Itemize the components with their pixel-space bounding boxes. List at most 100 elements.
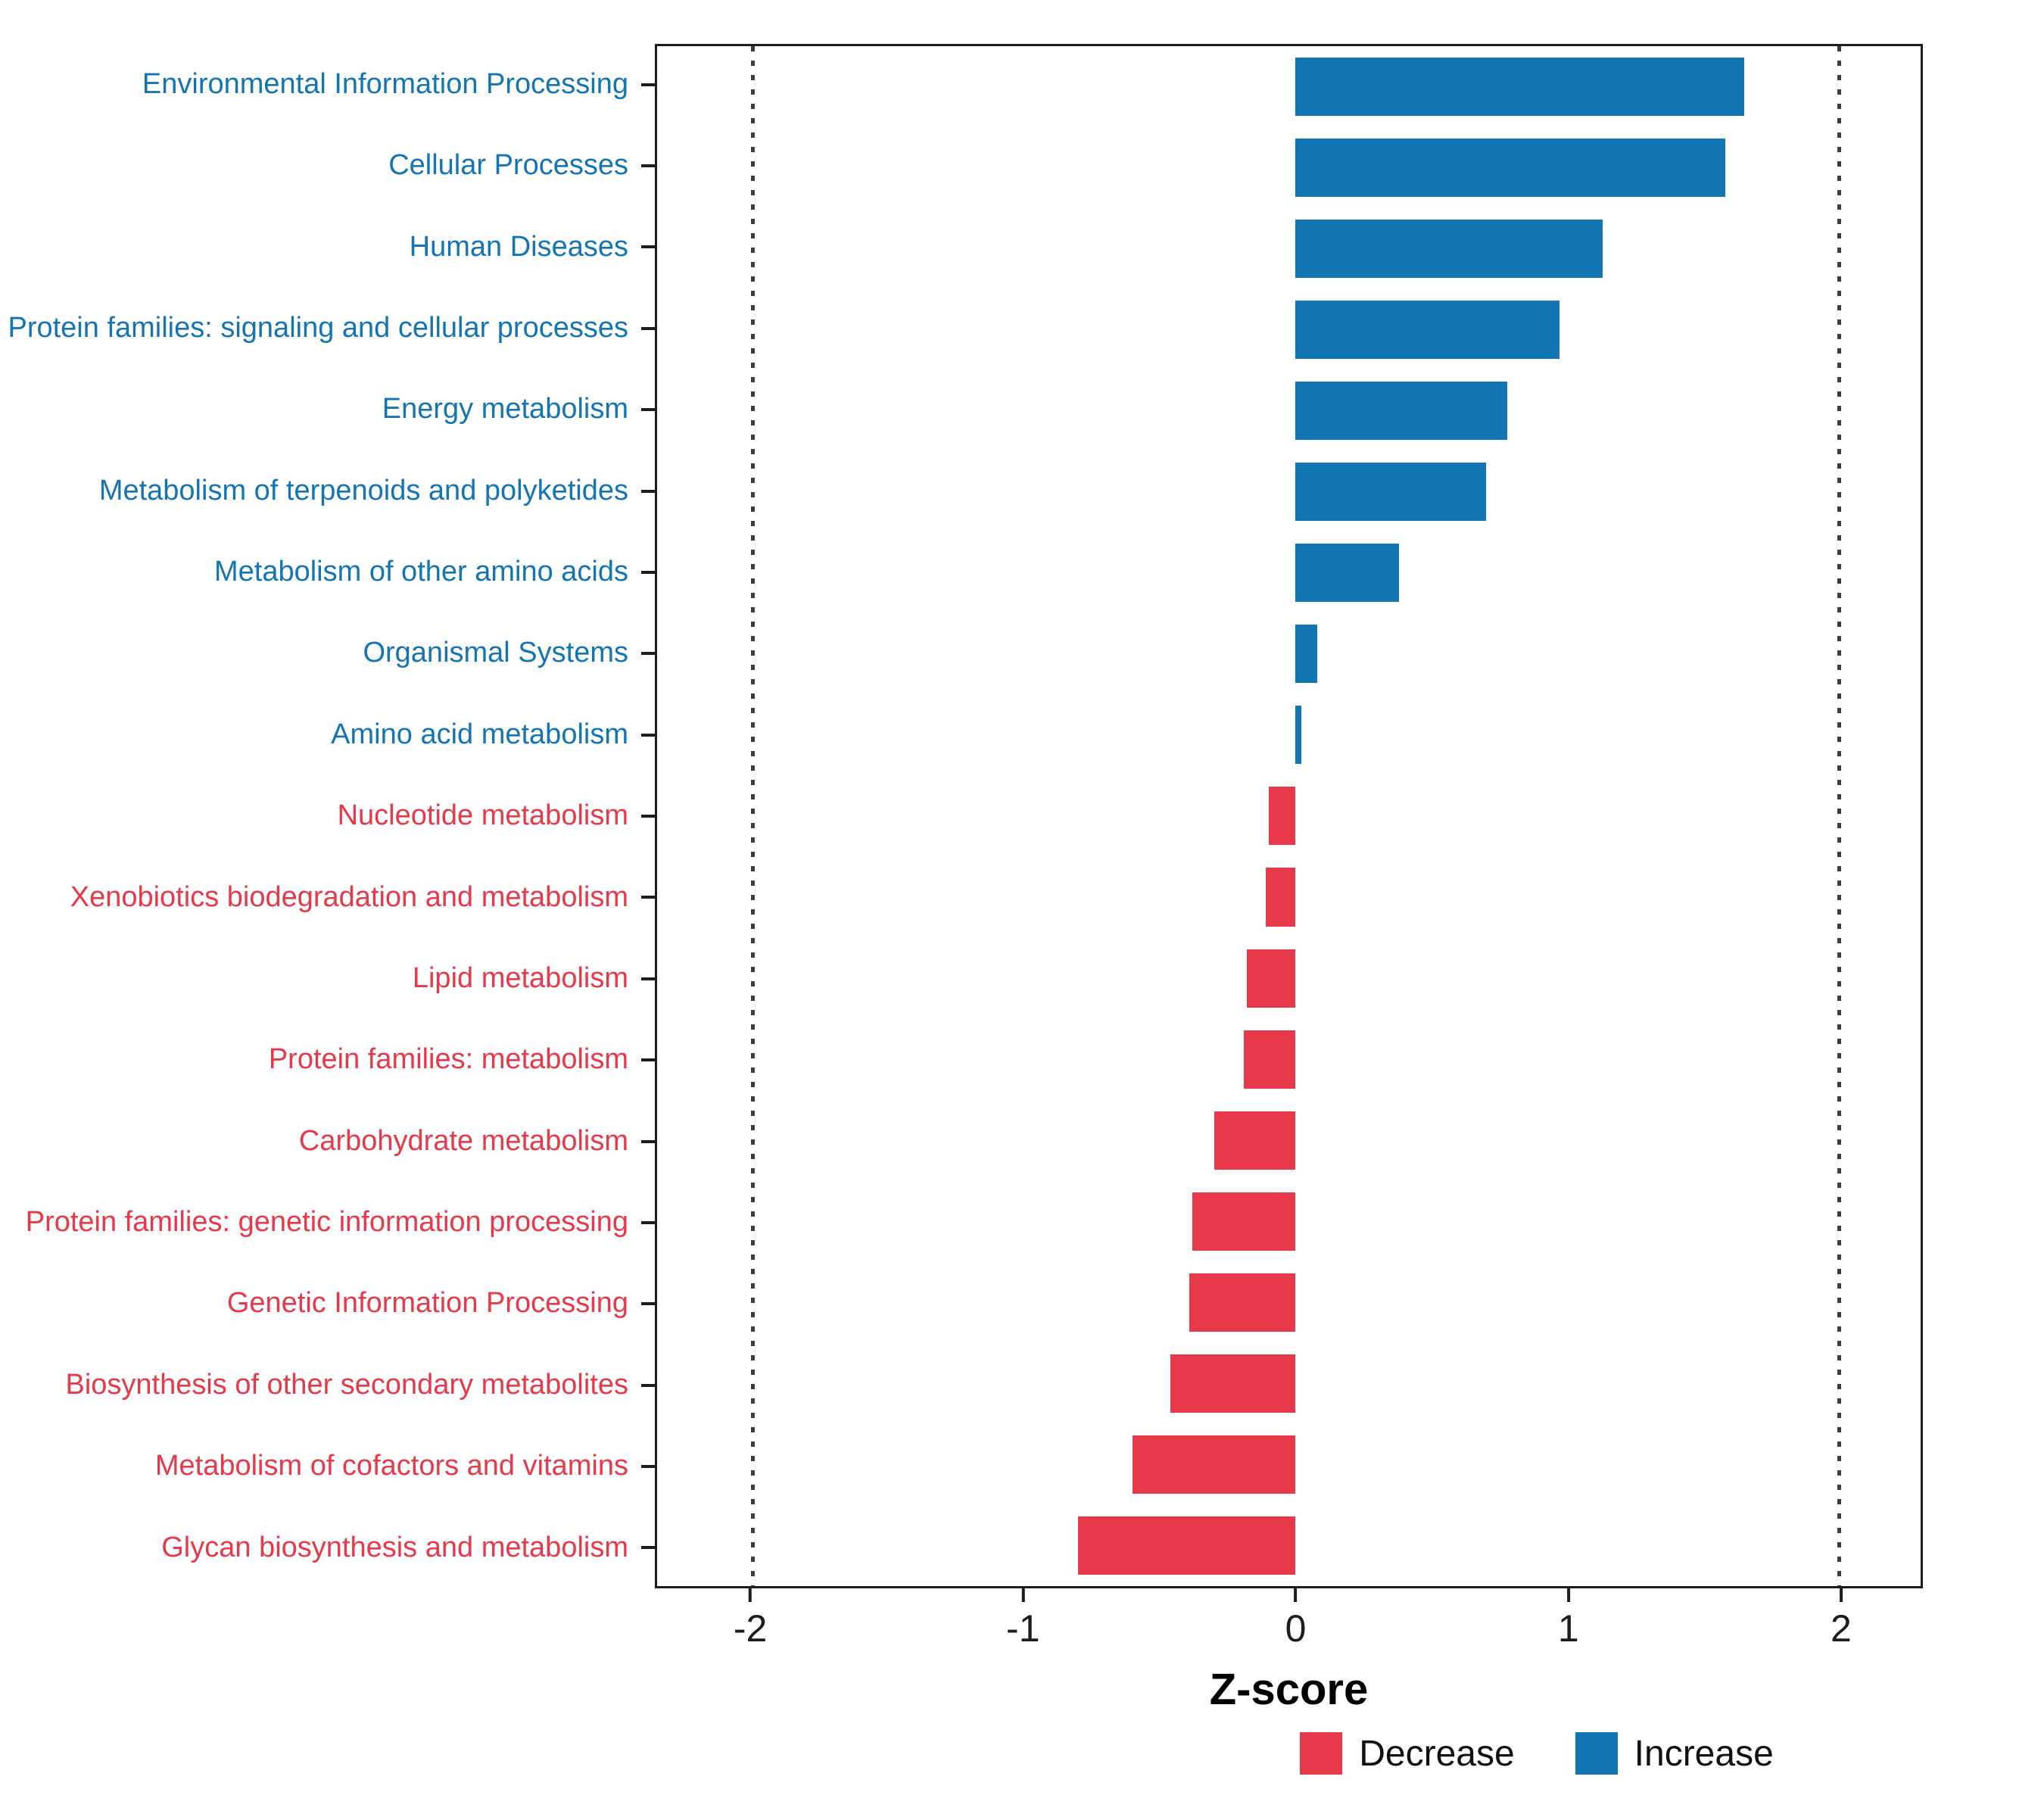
category-label: Lipid metabolism bbox=[0, 938, 640, 1019]
category-label-text: Genetic Information Processing bbox=[226, 1287, 628, 1320]
x-tick-label: 0 bbox=[1285, 1607, 1307, 1650]
bar-row bbox=[657, 1100, 1921, 1181]
y-tick bbox=[641, 1264, 655, 1345]
category-label: Metabolism of terpenoids and polyketides bbox=[0, 450, 640, 531]
category-label-text: Environmental Information Processing bbox=[142, 67, 628, 100]
bar bbox=[1295, 544, 1399, 603]
y-tick bbox=[641, 857, 655, 938]
bar bbox=[1192, 1192, 1296, 1251]
category-label-text: Biosynthesis of other secondary metaboli… bbox=[65, 1368, 628, 1401]
y-tick bbox=[641, 1507, 655, 1588]
bar bbox=[1295, 301, 1559, 360]
bar-row bbox=[657, 1181, 1921, 1262]
bar-row bbox=[657, 1262, 1921, 1343]
category-label-text: Human Diseases bbox=[409, 230, 628, 263]
bar-row bbox=[657, 613, 1921, 694]
y-tick-mark bbox=[641, 733, 655, 737]
dotted-gridline bbox=[750, 46, 755, 1586]
y-tick bbox=[641, 1020, 655, 1101]
bar-row bbox=[657, 451, 1921, 532]
category-label-text: Organismal Systems bbox=[363, 637, 628, 669]
y-tick-mark bbox=[641, 1220, 655, 1224]
increase-swatch bbox=[1575, 1732, 1618, 1775]
y-tick-mark bbox=[641, 815, 655, 818]
category-label: Metabolism of other amino acids bbox=[0, 531, 640, 612]
category-label-text: Amino acid metabolism bbox=[331, 718, 628, 750]
y-tick-mark bbox=[641, 977, 655, 980]
x-axis: -2 -1 0 1 2 bbox=[655, 1588, 1923, 1661]
bar-row bbox=[657, 127, 1921, 208]
category-label: Protein families: signaling and cellular… bbox=[0, 288, 640, 369]
category-label-text: Lipid metabolism bbox=[412, 961, 628, 994]
y-tick-mark bbox=[641, 1546, 655, 1550]
category-label-text: Protein families: signaling and cellular… bbox=[8, 311, 628, 344]
bar bbox=[1170, 1354, 1296, 1413]
y-tick-mark bbox=[641, 1302, 655, 1306]
gridlines bbox=[657, 46, 1921, 1586]
bars bbox=[657, 46, 1921, 1586]
category-label: Human Diseases bbox=[0, 207, 640, 288]
x-tick-mark bbox=[1839, 1588, 1843, 1602]
category-label-text: Glycan biosynthesis and metabolism bbox=[161, 1531, 628, 1563]
y-tick-mark bbox=[641, 570, 655, 574]
bar bbox=[1214, 1111, 1296, 1170]
legend-label-decrease: Decrease bbox=[1359, 1733, 1515, 1774]
y-tick bbox=[641, 1101, 655, 1182]
category-label: Protein families: metabolism bbox=[0, 1020, 640, 1101]
x-tick-mark bbox=[1021, 1588, 1025, 1602]
decrease-swatch bbox=[1300, 1732, 1343, 1775]
x-tick-label: 2 bbox=[1831, 1607, 1852, 1650]
y-tick-mark bbox=[641, 489, 655, 493]
legend-label-increase: Increase bbox=[1634, 1733, 1774, 1774]
bar bbox=[1295, 220, 1603, 279]
bar-row bbox=[657, 775, 1921, 856]
category-label-text: Carbohydrate metabolism bbox=[298, 1124, 628, 1157]
category-label-text: Metabolism of terpenoids and polyketides bbox=[98, 474, 628, 506]
bar bbox=[1265, 868, 1296, 927]
y-tick-mark bbox=[641, 1465, 655, 1469]
bar bbox=[1295, 625, 1318, 684]
y-tick bbox=[641, 44, 655, 125]
category-label-text: Cellular Processes bbox=[388, 149, 628, 182]
y-tick bbox=[641, 207, 655, 288]
bar-row bbox=[657, 46, 1921, 127]
category-label: Glycan biosynthesis and metabolism bbox=[0, 1507, 640, 1588]
y-tick-mark bbox=[641, 1139, 655, 1143]
dotted-gridline bbox=[1837, 46, 1842, 1586]
legend-item-decrease: Decrease bbox=[1300, 1732, 1515, 1775]
y-tick-mark bbox=[641, 1383, 655, 1387]
category-label: Genetic Information Processing bbox=[0, 1264, 640, 1345]
category-label: Protein families: genetic information pr… bbox=[0, 1182, 640, 1263]
x-tick: -2 bbox=[734, 1588, 767, 1650]
y-tick bbox=[641, 531, 655, 612]
category-label-text: Nucleotide metabolism bbox=[337, 799, 628, 832]
bar-row bbox=[657, 1424, 1921, 1505]
y-tick-mark bbox=[641, 1058, 655, 1062]
y-tick bbox=[641, 288, 655, 369]
y-tick bbox=[641, 613, 655, 694]
bar bbox=[1295, 139, 1725, 198]
category-label: Amino acid metabolism bbox=[0, 694, 640, 775]
x-tick: -1 bbox=[1006, 1588, 1040, 1650]
y-tick bbox=[641, 694, 655, 775]
y-tick-mark bbox=[641, 326, 655, 330]
x-tick: 0 bbox=[1285, 1588, 1307, 1650]
y-tick bbox=[641, 1345, 655, 1426]
bar bbox=[1295, 706, 1301, 765]
x-tick-mark bbox=[1566, 1588, 1570, 1602]
y-tick bbox=[641, 369, 655, 450]
bar bbox=[1268, 787, 1296, 846]
category-label: Energy metabolism bbox=[0, 369, 640, 450]
legend-item-increase: Increase bbox=[1575, 1732, 1774, 1775]
bar-row bbox=[657, 289, 1921, 370]
bar bbox=[1189, 1273, 1296, 1332]
y-tick-mark bbox=[641, 652, 655, 656]
category-label: Xenobiotics biodegradation and metabolis… bbox=[0, 857, 640, 938]
x-tick-mark bbox=[1294, 1588, 1298, 1602]
legend: Decrease Increase bbox=[1120, 1732, 1953, 1775]
bar-row bbox=[657, 1505, 1921, 1586]
y-tick bbox=[641, 1182, 655, 1263]
y-tick bbox=[641, 1426, 655, 1507]
bar-row bbox=[657, 1019, 1921, 1100]
